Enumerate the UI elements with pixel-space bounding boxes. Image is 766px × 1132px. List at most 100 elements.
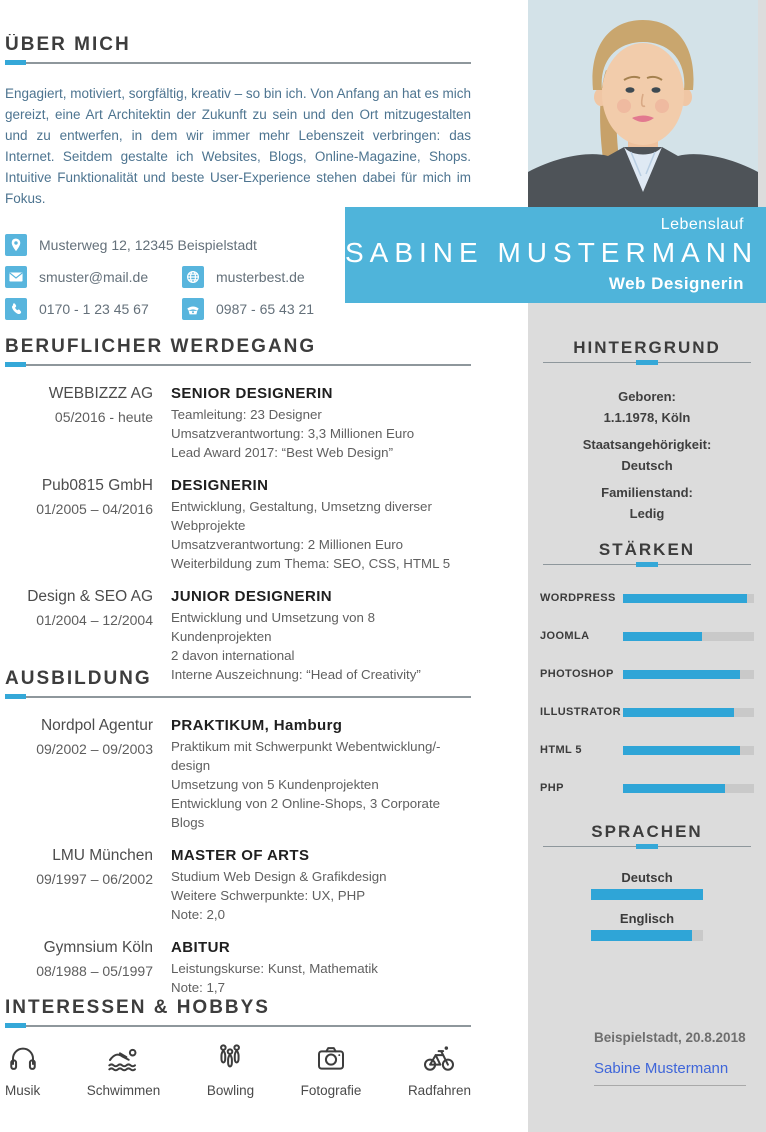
email-text: smuster@mail.de [39,269,149,285]
skill-bar [623,631,754,641]
skill-label: HTML 5 [540,744,582,756]
field-label: Staatsangehörigkeit: [582,437,712,452]
job-role: Web Designerin [608,274,744,293]
sidebar-rule [543,562,751,568]
skill-row: HTML 5 [540,744,754,756]
phone-item: 0987 - 65 43 21 [182,298,314,320]
period: 01/2004 – 12/2004 [36,612,153,628]
mobile-text: 0170 - 1 23 45 67 [39,301,149,317]
job-detail: 2 davon international [171,648,295,663]
education-detail: Note: 2,0 [171,907,225,922]
name-banner: Lebenslauf SABINE MUSTERMANN Web Designe… [345,207,766,303]
period: 09/1997 – 06/2002 [36,871,153,887]
contact-row: Musterweg 12, 12345 Beispielstadt [5,234,471,256]
education-detail: Praktikum mit Schwerpunkt Webentwicklung… [171,739,441,773]
degree-title: ABITUR [171,939,231,956]
address-item: Musterweg 12, 12345 Beispielstadt [5,234,257,256]
signature-block: Beispielstadt, 20.8.2018 Sabine Musterma… [528,1030,766,1086]
website-text: musterbest.de [216,269,305,285]
address-text: Musterweg 12, 12345 Beispielstadt [39,237,257,253]
headphones-icon [9,1047,36,1070]
skill-bar [623,707,754,717]
person-name: SABINE MUSTERMANN [345,237,759,268]
mobile-item: 0170 - 1 23 45 67 [5,298,182,320]
hobby-label: Radfahren [407,1083,471,1098]
school-name: LMU München [52,847,153,864]
background-field: Staatsangehörigkeit: Deutsch [528,434,766,476]
job-detail: Lead Award 2017: “Best Web Design” [171,445,393,460]
school-name: Nordpol Agentur [40,717,153,734]
career-entry: WEBBIZZZ AG 05/2016 - heute SENIOR DESIG… [5,383,471,462]
career-heading: BERUFLICHER WERDEGANG [5,336,317,357]
education-entry: LMU München 09/1997 – 06/2002 MASTER OF … [5,845,471,924]
hobbies-heading: INTERESSEN & HOBBYS [5,997,270,1018]
period: 08/1988 – 05/1997 [36,963,153,979]
education-entry: Nordpol Agentur 09/2002 – 09/2003 PRAKTI… [5,715,471,832]
skill-label: PHOTOSHOP [540,668,614,680]
language-row: Deutsch [528,870,766,900]
job-detail: Umsatzverantwortung: 3,3 Millionen Euro [171,426,415,441]
degree-title: MASTER OF ARTS [171,847,310,864]
job-detail: Umsatzverantwortung: 2 Millionen Euro [171,537,404,552]
sidebar-rule [543,360,751,366]
education-detail: Studium Web Design & Grafikdesign [171,869,387,884]
hobby-label: Schwimmen [86,1083,161,1098]
school-name: Gymnsium Köln [43,939,153,956]
hobby-item: Radfahren [408,1042,471,1098]
job-title: SENIOR DESIGNERIN [171,385,333,402]
background-heading: HINTERGRUND [573,338,721,357]
fax-phone-icon [182,298,204,320]
languages-heading: SPRACHEN [591,822,703,841]
skill-bar [623,669,754,679]
about-heading: ÜBER MICH [5,34,131,55]
document-type-label: Lebenslauf [660,216,744,233]
section-rule [5,1023,471,1028]
contact-row: 0170 - 1 23 45 67 0987 - 65 43 21 [5,298,471,320]
place-date: Beispielstadt, 20.8.2018 [594,1030,746,1045]
background-field: Familienstand: Ledig [528,482,766,524]
contact-block: Musterweg 12, 12345 Beispielstadt smuste… [5,234,471,320]
hobby-item: Schwimmen [86,1042,161,1098]
job-title: JUNIOR DESIGNERIN [171,588,332,605]
period: 05/2016 - heute [54,409,153,425]
skill-bar [623,745,754,755]
profile-photo [528,0,758,207]
job-detail: Entwicklung, Gestaltung, Umsetzng divers… [171,499,432,533]
bowling-pins-icon [220,1044,241,1068]
company-name: Design & SEO AG [27,588,153,605]
language-label: Englisch [619,911,675,926]
skill-row: ILLUSTRATOR [540,706,754,718]
job-detail: Entwicklung und Umsetzung von 8 Kundenpr… [171,610,375,644]
language-bar [591,889,703,900]
field-label: Geboren: [618,389,676,404]
education-detail: Note: 1,7 [171,980,225,995]
job-title: DESIGNERIN [171,477,269,494]
section-rule [5,60,471,65]
education-section: AUSBILDUNG Nordpol Agentur 09/2002 – 09/… [5,668,471,1010]
period: 09/2002 – 09/2003 [36,741,153,757]
field-value: Deutsch [621,458,673,473]
contact-row: smuster@mail.de musterbest.de [5,266,471,288]
period: 01/2005 – 04/2016 [36,501,153,517]
email-item: smuster@mail.de [5,266,182,288]
language-label: Deutsch [621,870,673,885]
education-entry: Gymnsium Köln 08/1988 – 05/1997 ABITUR L… [5,937,471,997]
skill-label: ILLUSTRATOR [540,706,621,718]
field-label: Familienstand: [601,485,693,500]
skill-label: JOOMLA [540,630,590,642]
job-detail: Weiterbildung zum Thema: SEO, CSS, HTML … [171,556,451,571]
about-text: Engagiert, motiviert, sorgfältig, kreati… [5,86,472,206]
hobby-label: Musik [5,1083,41,1098]
education-detail: Leistungskurse: Kunst, Mathematik [171,961,378,976]
section-rule [5,694,471,699]
language-bar [591,930,703,941]
swimmer-icon [107,1048,137,1072]
education-detail: Umsetzung von 5 Kundenprojekten [171,777,379,792]
field-value: 1.1.1978, Köln [603,410,691,425]
skill-label: WORDPRESS [540,592,616,604]
location-pin-icon [5,234,27,256]
language-row: Englisch [528,911,766,941]
hobby-item: Bowling [207,1042,254,1098]
signature-name[interactable]: Sabine Mustermann [594,1060,746,1086]
